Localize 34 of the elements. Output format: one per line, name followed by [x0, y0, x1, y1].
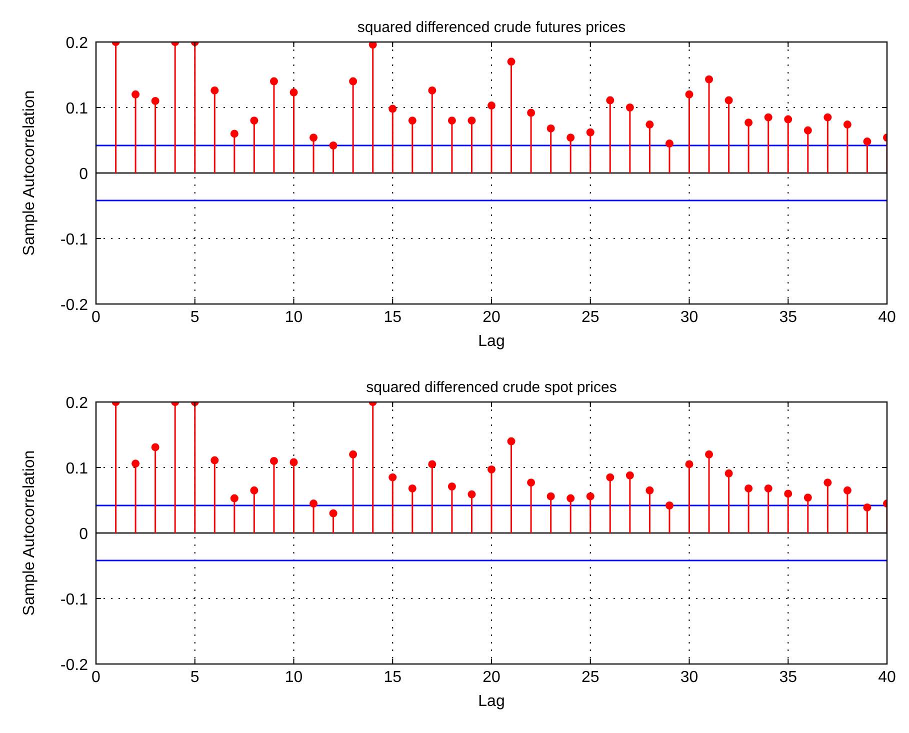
x-tick-label: 35 [779, 669, 798, 686]
x-tick-label: 10 [284, 309, 303, 326]
x-tick-label: 5 [190, 309, 200, 326]
chart-title: squared differenced crude futures prices [357, 19, 626, 36]
y-axis-title: Sample Autocorrelation [21, 450, 38, 616]
x-tick-label: 25 [581, 309, 600, 326]
x-tick-label: 0 [92, 309, 101, 326]
x-tick-label: 40 [878, 669, 896, 686]
y-axis-title: Sample Autocorrelation [21, 90, 38, 256]
y-tick-label: 0.1 [66, 100, 88, 118]
chart-title: squared differenced crude spot prices [366, 379, 617, 396]
x-tick-label: 15 [384, 669, 402, 686]
y-tick-label: 0.2 [66, 395, 88, 412]
x-tick-label: 5 [190, 669, 200, 686]
y-tick-label: 0.1 [66, 460, 88, 478]
y-tick-label: 0 [79, 526, 88, 543]
x-tick-label: 40 [878, 309, 896, 326]
y-tick-label: 0.2 [66, 35, 88, 52]
x-tick-label: 10 [284, 669, 303, 686]
x-tick-label: 20 [482, 309, 500, 326]
x-axis-title: Lag [478, 693, 505, 710]
x-tick-label: 30 [680, 309, 698, 326]
y-tick-label: 0 [79, 166, 88, 183]
x-tick-label: 30 [680, 669, 698, 686]
x-axis-title: Lag [478, 333, 505, 350]
y-tick-label: -0.1 [60, 232, 88, 248]
y-tick-label: -0.1 [60, 592, 88, 608]
x-tick-label: 0 [92, 669, 101, 686]
x-tick-label: 15 [384, 309, 402, 326]
y-tick-label: -0.2 [60, 657, 88, 674]
x-tick-label: 25 [581, 669, 600, 686]
y-tick-label: -0.2 [60, 297, 88, 314]
x-tick-label: 20 [482, 669, 500, 686]
x-tick-label: 35 [779, 309, 798, 326]
